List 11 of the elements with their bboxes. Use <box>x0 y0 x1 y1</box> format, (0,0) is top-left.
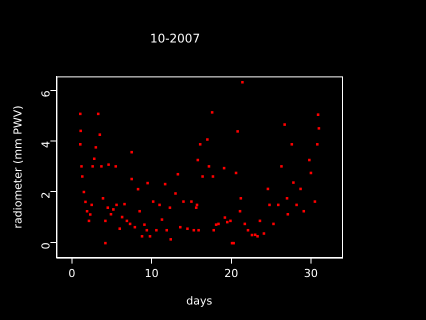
x-tick-label: 0 <box>68 267 76 280</box>
x-tick-label: 10 <box>144 267 159 280</box>
x-tick-label: 30 <box>304 267 318 280</box>
chart-title: 10-2007 <box>150 31 200 46</box>
y-tick-label: 2 <box>39 192 52 199</box>
y-axis-title: radiometer (mm PWV) <box>11 105 24 229</box>
y-tick-label: 0 <box>39 242 52 250</box>
y-tick-label: 6 <box>39 90 52 98</box>
y-tick-label: 4 <box>39 141 52 148</box>
x-tick-label: 20 <box>224 267 238 280</box>
x-axis-title: days <box>186 294 212 308</box>
